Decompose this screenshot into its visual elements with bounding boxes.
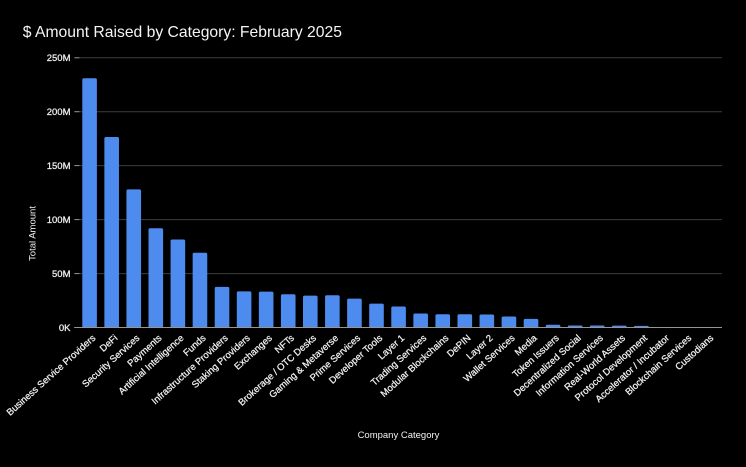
svg-text:150M: 150M	[47, 161, 71, 172]
svg-text:0K: 0K	[59, 323, 71, 334]
svg-text:100M: 100M	[47, 215, 71, 226]
svg-text:Total Amount: Total Amount	[28, 206, 39, 261]
svg-text:$ Amount Raised by Category: F: $ Amount Raised by Category: February 20…	[23, 24, 342, 41]
svg-text:200M: 200M	[47, 107, 71, 118]
svg-text:250M: 250M	[47, 53, 71, 64]
svg-text:50M: 50M	[52, 269, 71, 280]
svg-text:Company Category: Company Category	[358, 430, 440, 441]
